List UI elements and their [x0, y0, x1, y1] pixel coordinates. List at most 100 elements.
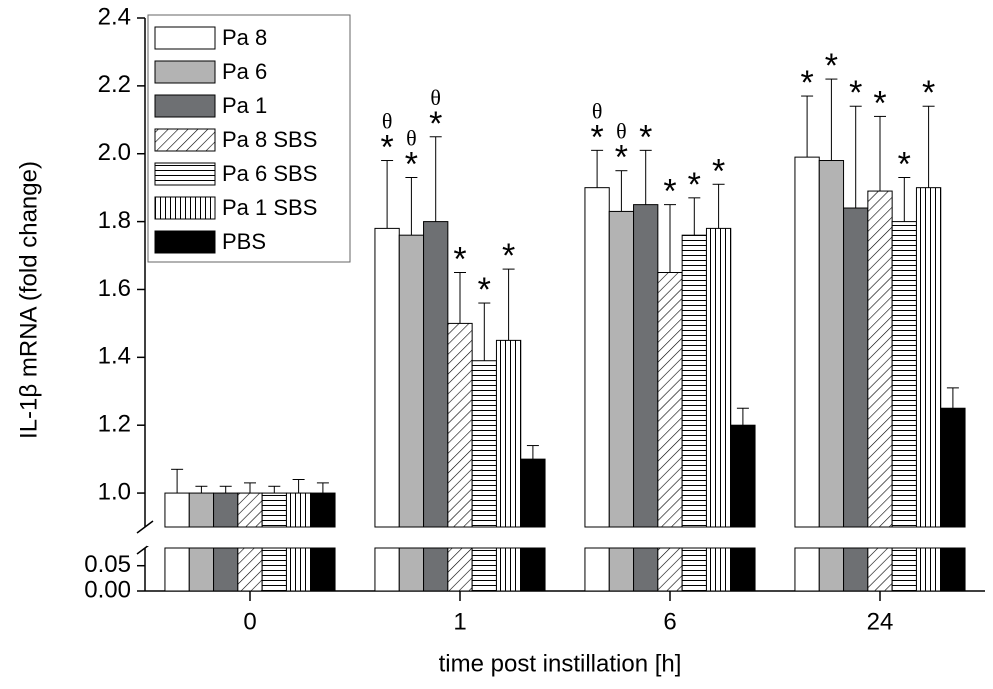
bar	[213, 492, 239, 528]
significance-star: *	[873, 84, 886, 122]
x-tick-label: 24	[867, 608, 894, 635]
legend-label: PBS	[222, 229, 266, 254]
significance-star: *	[825, 47, 838, 85]
bar	[188, 492, 215, 528]
legend-label: Pa 6 SBS	[222, 161, 317, 186]
legend-swatch	[154, 94, 216, 118]
significance-star: *	[405, 145, 418, 183]
legend-swatch	[154, 162, 216, 186]
bar	[705, 227, 732, 528]
bar-base	[915, 547, 942, 592]
bar-base	[818, 547, 845, 592]
x-axis-label: time post instillation [h]	[439, 650, 682, 677]
significance-star: *	[663, 173, 676, 211]
legend-swatch	[154, 26, 216, 50]
bar	[520, 458, 546, 528]
significance-star: *	[380, 129, 393, 167]
significance-theta: θ	[406, 125, 417, 150]
bar-base	[471, 547, 497, 592]
y-tick-label: 2.4	[98, 3, 131, 30]
bar-base	[495, 547, 522, 592]
y-tick-label: 1.6	[98, 275, 131, 302]
bar-base	[730, 547, 756, 592]
legend-swatch	[154, 128, 216, 152]
y-tick-label: 2.2	[98, 71, 131, 98]
significance-star: *	[590, 118, 603, 156]
bar-base	[633, 547, 659, 592]
legend-swatch	[154, 60, 216, 84]
significance-star: *	[639, 118, 652, 156]
bar	[374, 227, 400, 528]
significance-star: *	[712, 152, 725, 190]
bar	[398, 234, 425, 528]
bar	[237, 492, 263, 528]
legend-label: Pa 8 SBS	[222, 127, 317, 152]
legend-label: Pa 6	[222, 59, 267, 84]
legend-swatch	[154, 196, 216, 220]
significance-star: *	[502, 237, 515, 275]
bar-base	[867, 547, 893, 592]
y-axis-label: IL-1β mRNA (fold change)	[15, 161, 42, 439]
bar-base	[447, 547, 473, 592]
bar	[423, 221, 449, 528]
bar-base	[285, 547, 312, 592]
y-tick-label: 1.0	[98, 478, 131, 505]
bar	[310, 492, 336, 528]
bar-base	[681, 547, 707, 592]
significance-star: *	[849, 74, 862, 112]
significance-star: *	[615, 139, 628, 177]
bar-base	[794, 547, 820, 592]
bar-base	[657, 547, 683, 592]
x-tick-label: 0	[243, 608, 256, 635]
significance-theta: θ	[616, 119, 627, 144]
bar-base	[940, 547, 966, 592]
bar	[940, 407, 966, 528]
bar	[285, 492, 312, 528]
bar-base	[520, 547, 546, 592]
bar-base	[261, 547, 287, 592]
bar-base	[213, 547, 239, 592]
bar	[843, 207, 869, 528]
significance-star: *	[453, 241, 466, 279]
x-tick-label: 1	[453, 608, 466, 635]
legend-label: Pa 8	[222, 25, 267, 50]
bar-base	[398, 547, 425, 592]
significance-star: *	[429, 105, 442, 143]
bar-base	[584, 547, 610, 592]
bar-base	[188, 547, 215, 592]
bar	[818, 160, 845, 528]
bar-base	[237, 547, 263, 592]
bar-base	[843, 547, 869, 592]
bar	[657, 272, 683, 528]
legend-label: Pa 1 SBS	[222, 195, 317, 220]
significance-theta: θ	[382, 109, 393, 134]
significance-star: *	[922, 74, 935, 112]
significance-theta: θ	[430, 85, 441, 110]
bar	[730, 424, 756, 528]
y-tick-label: 1.8	[98, 207, 131, 234]
bar	[681, 234, 707, 528]
bar	[633, 204, 659, 528]
bar	[867, 190, 893, 528]
y-tick-label: 2.0	[98, 139, 131, 166]
bar	[164, 492, 190, 528]
bar	[794, 156, 820, 528]
bar	[584, 187, 610, 528]
y-tick-label: 0.05	[84, 551, 131, 578]
axis-break-gap	[147, 529, 987, 546]
bar-base	[608, 547, 635, 592]
legend-label: Pa 1	[222, 93, 267, 118]
bar	[495, 339, 522, 528]
x-tick-label: 6	[663, 608, 676, 635]
bar-base	[164, 547, 190, 592]
axis-break	[136, 520, 154, 534]
y-tick-label: 1.2	[98, 411, 131, 438]
bar-base	[891, 547, 917, 592]
significance-star: *	[800, 64, 813, 102]
bar	[915, 187, 942, 528]
bar	[471, 360, 497, 528]
bar-base	[705, 547, 732, 592]
y-tick-label: 1.4	[98, 343, 131, 370]
bar	[608, 210, 635, 528]
significance-star: *	[898, 145, 911, 183]
